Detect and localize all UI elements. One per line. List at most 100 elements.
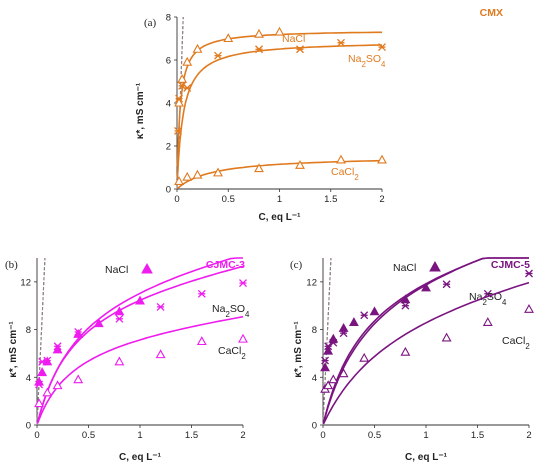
- data-point-triangle: [338, 368, 349, 378]
- legend-triangle-marker: [429, 260, 441, 272]
- data-point-triangle: [524, 303, 534, 313]
- data-point-triangle: [238, 333, 248, 343]
- x-axis-label: C, eq L⁻¹: [405, 452, 448, 463]
- data-point-asterisk: [339, 329, 348, 338]
- fit-curve-0: [36, 265, 244, 424]
- x-tick-label: 2: [526, 430, 531, 441]
- y-tick-label: 8: [166, 13, 171, 24]
- data-point-triangle: [254, 163, 264, 173]
- x-tick-label: 1: [137, 430, 142, 441]
- y-tick-label: 0: [26, 421, 31, 432]
- panel-label: (c): [290, 259, 303, 271]
- data-point-triangle: [182, 171, 193, 181]
- y-tick-label: 12: [20, 277, 31, 288]
- data-point-asterisk: [197, 289, 206, 298]
- x-tick-label: 0.5: [368, 430, 381, 441]
- panel-title: CJMC-5: [491, 259, 530, 271]
- data-point-triangle: [295, 160, 305, 169]
- series-label: NaCl: [393, 262, 416, 274]
- data-point-triangle: [328, 333, 339, 343]
- data-point-triangle: [93, 318, 104, 328]
- data-point-triangle: [338, 323, 349, 332]
- data-point-asterisk: [401, 301, 410, 310]
- data-point-triangle: [400, 346, 411, 356]
- data-point-triangle: [254, 28, 264, 38]
- data-point-triangle: [114, 306, 125, 316]
- series-label: CaCl2: [218, 345, 246, 361]
- fit-curve-2: [36, 315, 244, 424]
- data-point-asterisk: [115, 314, 124, 323]
- x-tick-label: 1.5: [324, 194, 337, 205]
- data-point-asterisk: [378, 43, 386, 52]
- x-tick-label: 0: [174, 194, 179, 205]
- data-point-asterisk: [296, 45, 304, 54]
- fit-curve-0: [322, 257, 529, 423]
- data-point-triangle: [192, 169, 203, 179]
- data-point-asterisk: [329, 338, 338, 347]
- x-tick-label: 0.5: [222, 194, 235, 205]
- data-point-triangle: [174, 176, 184, 186]
- y-tick-label: 4: [312, 373, 317, 384]
- panel-label: (a): [144, 17, 157, 29]
- series-label: NaCl: [105, 264, 128, 276]
- x-tick-label: 0: [320, 430, 325, 441]
- data-point-triangle: [213, 167, 223, 177]
- series-label: CaCl2: [502, 335, 530, 351]
- y-tick-label: 6: [166, 56, 171, 67]
- y-tick-label: 8: [26, 325, 31, 336]
- data-point-asterisk: [255, 45, 263, 54]
- legend-triangle-marker: [141, 262, 153, 274]
- data-point-triangle: [348, 317, 359, 326]
- data-point-triangle: [73, 374, 84, 384]
- data-point-triangle: [369, 306, 380, 316]
- y-tick-label: 0: [312, 421, 317, 432]
- data-point-triangle: [421, 282, 431, 292]
- data-point-asterisk: [525, 269, 533, 278]
- data-point-asterisk: [337, 38, 345, 47]
- reference-dashed-line: [36, 257, 46, 426]
- data-point-asterisk: [43, 356, 52, 365]
- data-point-triangle: [155, 349, 166, 359]
- data-point-triangle: [174, 97, 184, 107]
- y-axis-label: κ*, mS cm⁻¹: [293, 321, 304, 378]
- x-axis-label: C, eq L⁻¹: [119, 452, 162, 463]
- data-point-asterisk: [156, 302, 165, 311]
- series-label: Na2SO4: [348, 53, 386, 69]
- data-point-triangle: [52, 380, 63, 390]
- x-axis-label: C, eq L⁻¹: [259, 212, 302, 223]
- panel-label: (b): [5, 259, 18, 271]
- data-point-triangle: [182, 56, 193, 66]
- data-point-triangle: [328, 374, 339, 384]
- x-tick-label: 1: [423, 430, 428, 441]
- data-point-triangle: [135, 295, 145, 305]
- x-tick-label: 1.5: [471, 430, 484, 441]
- data-point-triangle: [274, 26, 285, 36]
- data-point-asterisk: [74, 327, 83, 336]
- data-point-triangle: [34, 398, 44, 408]
- data-point-asterisk: [239, 279, 247, 288]
- x-tick-label: 0: [34, 430, 39, 441]
- fit-curve-2: [322, 281, 530, 425]
- x-tick-label: 0.5: [82, 430, 95, 441]
- data-point-triangle: [320, 362, 330, 372]
- y-tick-label: 4: [26, 373, 31, 384]
- panel-cjmc-5: 0 0.5 1 1.5 2 0 4 8 12 C, eq L⁻¹ κ*, mS cm⁻¹ (c) CJM…: [290, 257, 534, 463]
- data-point-asterisk: [183, 83, 192, 92]
- data-point-triangle: [336, 154, 346, 164]
- data-point-asterisk: [174, 126, 182, 135]
- fit-curve-2: [176, 159, 383, 190]
- data-point-triangle: [377, 154, 387, 164]
- data-point-triangle: [192, 43, 203, 53]
- data-point-asterisk: [175, 94, 184, 103]
- data-point-triangle: [177, 74, 188, 83]
- data-point-asterisk: [38, 357, 47, 366]
- y-tick-label: 12: [306, 277, 317, 288]
- y-axis-label: κ*, mS cm⁻¹: [8, 321, 19, 378]
- y-tick-label: 8: [312, 325, 317, 336]
- data-point-triangle: [323, 380, 334, 390]
- x-tick-label: 1.5: [185, 430, 198, 441]
- data-point-triangle: [37, 367, 48, 377]
- series-label: Na2SO4: [469, 291, 507, 307]
- series-label: Na2SO4: [212, 303, 250, 319]
